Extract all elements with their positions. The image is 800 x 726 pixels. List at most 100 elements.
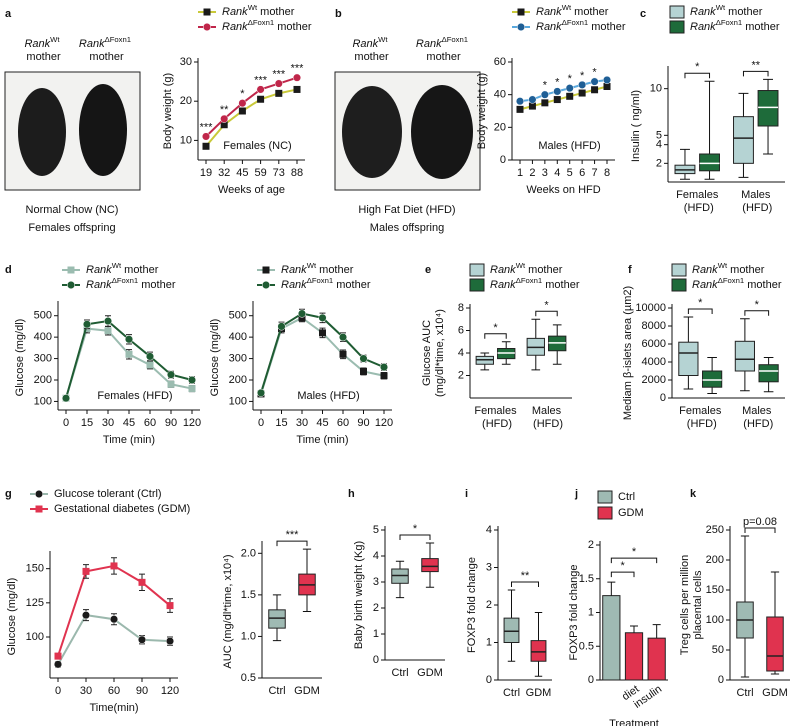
x-tick-label: 45: [236, 167, 248, 179]
y-tick-label: 200: [229, 374, 247, 386]
x-tick-label: 3: [542, 167, 548, 179]
y-tick-label: 6000: [642, 338, 666, 350]
legend-label: RankWt mother: [536, 3, 609, 18]
panel-label: i: [465, 488, 468, 500]
x-tick-label: 0: [55, 685, 61, 697]
significance-label: *: [698, 297, 703, 309]
legend-swatch: [671, 263, 687, 277]
y-tick-label: 8000: [642, 320, 666, 332]
significance-bracket: [684, 72, 711, 79]
x-tick-label: 30: [80, 685, 92, 697]
marker: [292, 73, 302, 82]
marker: [220, 121, 228, 129]
box: [699, 153, 720, 172]
y-tick-label: 0: [500, 154, 506, 166]
x-axis-label: Time (min): [296, 434, 348, 446]
x-tick-label: 120: [183, 417, 201, 429]
marker: [541, 99, 549, 107]
x-tick-label: GDM: [294, 685, 320, 697]
legend-swatch: [669, 20, 685, 34]
y-axis-label: AUC (mg/dl*time, x10⁴): [222, 554, 234, 668]
annotation: ***: [272, 68, 286, 80]
y-axis-label: Glucose (mg/dl): [209, 319, 221, 397]
x-tick-label: Males (HFD): [530, 405, 563, 430]
significance-label: *: [755, 299, 760, 311]
x-tick-label: 19: [200, 167, 212, 179]
legend-label: RankΔFoxn1 mother: [690, 18, 780, 33]
mouse: [79, 84, 127, 176]
y-tick-label: 250: [706, 524, 724, 536]
photo-label: RankΔFoxn1 mother: [79, 35, 131, 64]
marker: [380, 372, 388, 380]
panel-label: k: [690, 488, 697, 500]
y-tick-label: 30: [180, 56, 192, 68]
y-tick-label: 100: [229, 395, 247, 407]
significance-bracket: [742, 70, 769, 77]
y-axis-label: Baby birth weight (Kg): [353, 541, 365, 649]
y-tick-label: 10: [650, 83, 662, 95]
marker: [360, 367, 367, 375]
error-bar: [630, 625, 638, 633]
marker: [553, 87, 562, 96]
marker: [297, 309, 307, 318]
box: [734, 340, 755, 372]
y-tick-label: 500: [229, 310, 247, 322]
marker: [515, 97, 525, 106]
error-bar: [652, 624, 661, 639]
y-tick-label: 0: [486, 674, 492, 686]
photo-label: RankWt mother: [351, 35, 389, 64]
y-tick-label: 400: [34, 331, 52, 343]
y-axis-label: Body weight (g): [162, 73, 174, 149]
x-tick-label: Ctrl: [736, 687, 753, 699]
legend-label: RankWt mother: [490, 261, 563, 276]
photo-label: RankWt mother: [23, 35, 61, 64]
marker: [256, 388, 266, 397]
y-tick-label: 60: [494, 56, 506, 68]
x-tick-label: 59: [254, 167, 266, 179]
marker: [339, 350, 347, 358]
annotation: *: [580, 70, 585, 82]
panel-label: c: [640, 8, 646, 20]
significance-bracket: [610, 557, 658, 564]
legend-label: RankWt mother: [690, 3, 763, 18]
y-axis-label: FOXP3 fold change: [466, 557, 478, 653]
legend-swatch: [469, 263, 485, 277]
y-tick-label: 6: [458, 324, 464, 336]
significance-bracket: [610, 571, 635, 578]
y-tick-label: 100: [706, 614, 724, 626]
marker: [82, 320, 92, 329]
y-axis-label: FOXP3 fold change: [568, 564, 580, 660]
x-tick-label: 2: [529, 167, 535, 179]
y-tick-label: 8: [458, 302, 464, 314]
annotation: ***: [254, 74, 268, 86]
marker: [256, 85, 265, 94]
x-tick-label: 0: [63, 417, 69, 429]
legend-label: RankΔFoxn1 mother: [86, 276, 176, 291]
significance-bracket: [399, 534, 431, 540]
legend-label: RankΔFoxn1 mother: [222, 18, 312, 33]
panel-label: f: [628, 264, 632, 276]
legend-label: GDM: [618, 507, 644, 519]
panel-label: a: [5, 8, 12, 20]
marker: [66, 280, 76, 290]
y-tick-label: 0.5: [579, 640, 594, 652]
legend-label: RankΔFoxn1 mother: [536, 18, 626, 33]
x-tick-label: Ctrl: [503, 687, 520, 699]
legend-label: RankWt mother: [281, 261, 354, 276]
significance-bracket: [511, 581, 539, 587]
marker: [553, 96, 561, 104]
y-tick-label: 300: [34, 352, 52, 364]
annotation: ***: [291, 63, 305, 75]
photo-label: RankΔFoxn1 mother: [416, 35, 468, 64]
y-axis-label: Insulin ( ng/ml): [630, 90, 642, 162]
marker: [166, 602, 174, 610]
significance-label: p=0.08: [743, 516, 777, 528]
y-tick-label: 200: [706, 554, 724, 566]
x-axis-label: Time (min): [103, 434, 155, 446]
x-tick-label: 4: [554, 167, 560, 179]
annotation: ***: [200, 121, 214, 133]
x-tick-label: 120: [375, 417, 393, 429]
marker: [319, 329, 326, 337]
marker: [528, 95, 537, 104]
x-tick-label: Females (HFD): [679, 405, 722, 430]
